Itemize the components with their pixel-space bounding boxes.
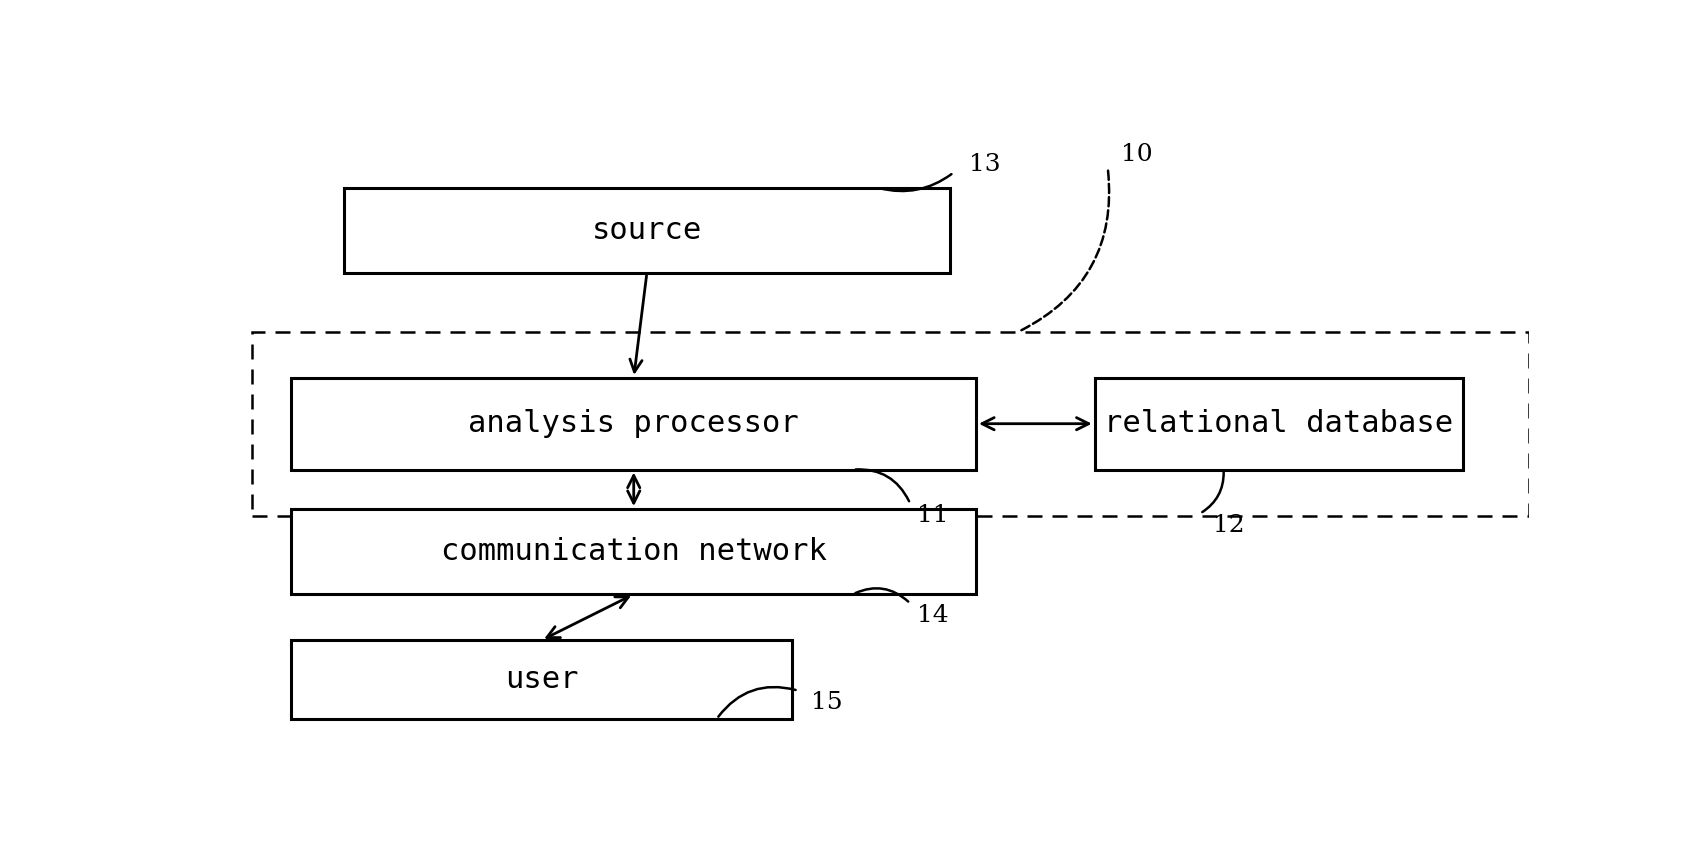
Bar [292, 509, 975, 595]
Text: analysis processor: analysis processor [469, 409, 798, 438]
Bar [251, 332, 1528, 515]
Bar [343, 187, 949, 273]
Text: 12: 12 [1212, 514, 1245, 537]
Text: 15: 15 [812, 691, 842, 714]
Text: 10: 10 [1121, 143, 1151, 166]
Text: 14: 14 [917, 604, 947, 627]
Bar [1094, 377, 1462, 469]
Bar [292, 377, 975, 469]
Text: relational database: relational database [1104, 409, 1452, 438]
Bar [292, 640, 791, 719]
Text: source: source [591, 216, 701, 245]
Text: 13: 13 [970, 153, 1000, 176]
Text: communication network: communication network [440, 537, 827, 566]
Text: 11: 11 [917, 504, 947, 527]
Text: user: user [504, 665, 577, 694]
